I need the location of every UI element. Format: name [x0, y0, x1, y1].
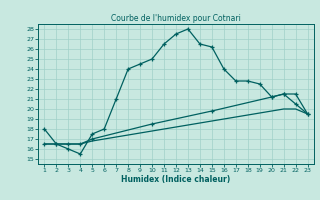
X-axis label: Humidex (Indice chaleur): Humidex (Indice chaleur) — [121, 175, 231, 184]
Title: Courbe de l'humidex pour Cotnari: Courbe de l'humidex pour Cotnari — [111, 14, 241, 23]
